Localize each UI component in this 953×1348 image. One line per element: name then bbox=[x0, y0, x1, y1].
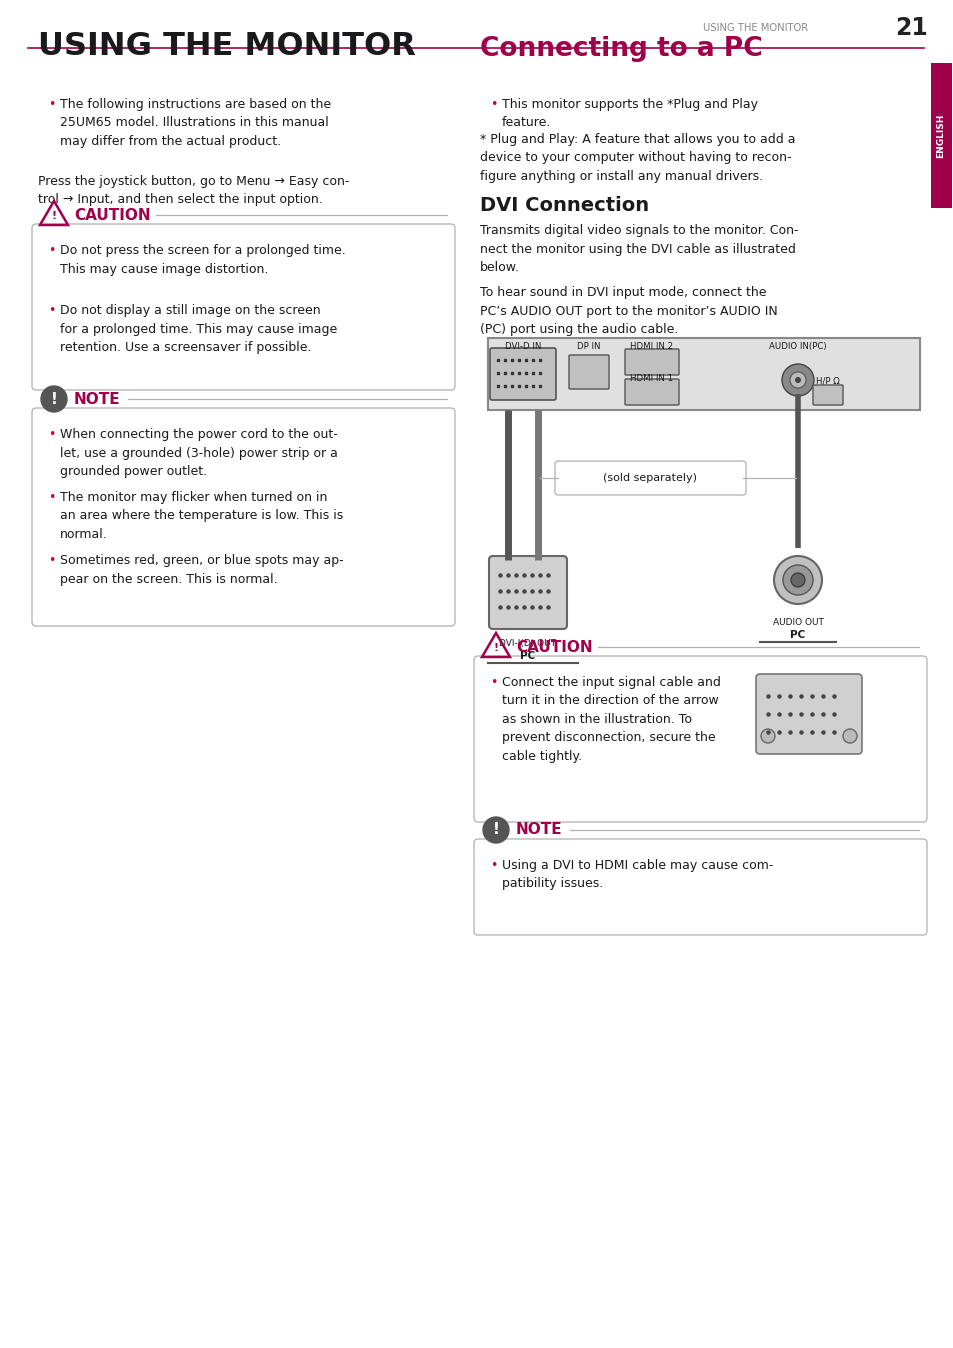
Text: •: • bbox=[48, 98, 55, 111]
Text: PC: PC bbox=[789, 630, 804, 640]
FancyBboxPatch shape bbox=[624, 349, 679, 375]
Text: The following instructions are based on the
25UM65 model. Illustrations in this : The following instructions are based on … bbox=[60, 98, 331, 148]
FancyBboxPatch shape bbox=[624, 379, 679, 404]
Text: Transmits digital video signals to the monitor. Con-
nect the monitor using the : Transmits digital video signals to the m… bbox=[479, 224, 798, 274]
Text: •: • bbox=[48, 491, 55, 504]
Text: DP IN: DP IN bbox=[577, 342, 600, 350]
FancyBboxPatch shape bbox=[568, 355, 608, 390]
Text: NOTE: NOTE bbox=[516, 822, 562, 837]
Circle shape bbox=[760, 729, 774, 743]
Text: •: • bbox=[48, 554, 55, 568]
Circle shape bbox=[773, 555, 821, 604]
Text: Press the joystick button, go to Menu → Easy con-
trol → Input, and then select : Press the joystick button, go to Menu → … bbox=[38, 175, 349, 206]
Text: !: ! bbox=[492, 822, 499, 837]
Text: DVI Connection: DVI Connection bbox=[479, 195, 648, 214]
Text: The monitor may flicker when turned on in
an area where the temperature is low. : The monitor may flicker when turned on i… bbox=[60, 491, 343, 541]
Text: Using a DVI to HDMI cable may cause com-
patibility issues.: Using a DVI to HDMI cable may cause com-… bbox=[501, 859, 773, 891]
FancyBboxPatch shape bbox=[812, 386, 842, 404]
FancyBboxPatch shape bbox=[474, 656, 926, 822]
Text: USING THE MONITOR: USING THE MONITOR bbox=[702, 23, 807, 32]
Bar bbox=[488, 338, 919, 410]
Text: AUDIO IN(PC): AUDIO IN(PC) bbox=[768, 342, 826, 350]
Text: H/P Ω: H/P Ω bbox=[815, 376, 839, 386]
Text: PC: PC bbox=[519, 651, 535, 661]
Text: CAUTION: CAUTION bbox=[74, 208, 151, 222]
Text: Connect the input signal cable and
turn it in the direction of the arrow
as show: Connect the input signal cable and turn … bbox=[501, 675, 720, 763]
FancyBboxPatch shape bbox=[474, 838, 926, 936]
Circle shape bbox=[842, 729, 856, 743]
Text: •: • bbox=[490, 98, 497, 111]
Text: CAUTION: CAUTION bbox=[516, 639, 592, 655]
Text: Do not display a still image on the screen
for a prolonged time. This may cause : Do not display a still image on the scre… bbox=[60, 305, 337, 355]
Text: HDMI IN 1: HDMI IN 1 bbox=[630, 373, 673, 383]
Text: HDMI IN 2: HDMI IN 2 bbox=[630, 342, 673, 350]
FancyBboxPatch shape bbox=[489, 555, 566, 630]
FancyBboxPatch shape bbox=[32, 224, 455, 390]
Text: * Plug and Play: A feature that allows you to add a
device to your computer with: * Plug and Play: A feature that allows y… bbox=[479, 133, 795, 183]
Circle shape bbox=[794, 377, 801, 383]
Text: To hear sound in DVI input mode, connect the
PC’s AUDIO OUT port to the monitor’: To hear sound in DVI input mode, connect… bbox=[479, 286, 777, 336]
FancyBboxPatch shape bbox=[755, 674, 862, 754]
Text: •: • bbox=[48, 244, 55, 257]
Text: !: ! bbox=[493, 643, 498, 652]
Text: ENGLISH: ENGLISH bbox=[936, 113, 944, 158]
Circle shape bbox=[482, 817, 509, 842]
Text: NOTE: NOTE bbox=[74, 391, 120, 407]
FancyBboxPatch shape bbox=[490, 348, 556, 400]
Text: When connecting the power cord to the out-
let, use a grounded (3-hole) power st: When connecting the power cord to the ou… bbox=[60, 429, 337, 479]
Text: 21: 21 bbox=[895, 16, 927, 40]
Text: Do not press the screen for a prolonged time.
This may cause image distortion.: Do not press the screen for a prolonged … bbox=[60, 244, 345, 275]
Text: •: • bbox=[48, 305, 55, 317]
Text: !: ! bbox=[51, 212, 56, 221]
FancyBboxPatch shape bbox=[555, 461, 745, 495]
Circle shape bbox=[41, 386, 67, 412]
Circle shape bbox=[789, 372, 805, 388]
Text: !: ! bbox=[51, 391, 57, 407]
Circle shape bbox=[790, 573, 804, 586]
Bar bbox=[930, 63, 951, 208]
Text: DVI-D IN: DVI-D IN bbox=[504, 342, 540, 350]
Text: (sold separately): (sold separately) bbox=[602, 473, 697, 483]
Text: AUDIO OUT: AUDIO OUT bbox=[772, 617, 822, 627]
Circle shape bbox=[781, 364, 813, 396]
Text: •: • bbox=[48, 429, 55, 441]
Text: •: • bbox=[490, 675, 497, 689]
Text: USING THE MONITOR: USING THE MONITOR bbox=[38, 31, 416, 62]
Text: Sometimes red, green, or blue spots may ap-
pear on the screen. This is normal.: Sometimes red, green, or blue spots may … bbox=[60, 554, 343, 585]
Text: •: • bbox=[490, 859, 497, 872]
Text: DVI-I(D) OUT: DVI-I(D) OUT bbox=[499, 639, 556, 648]
Circle shape bbox=[782, 565, 812, 594]
Text: Connecting to a PC: Connecting to a PC bbox=[479, 36, 761, 62]
Text: This monitor supports the *Plug and Play
feature.: This monitor supports the *Plug and Play… bbox=[501, 98, 758, 129]
FancyBboxPatch shape bbox=[32, 408, 455, 625]
